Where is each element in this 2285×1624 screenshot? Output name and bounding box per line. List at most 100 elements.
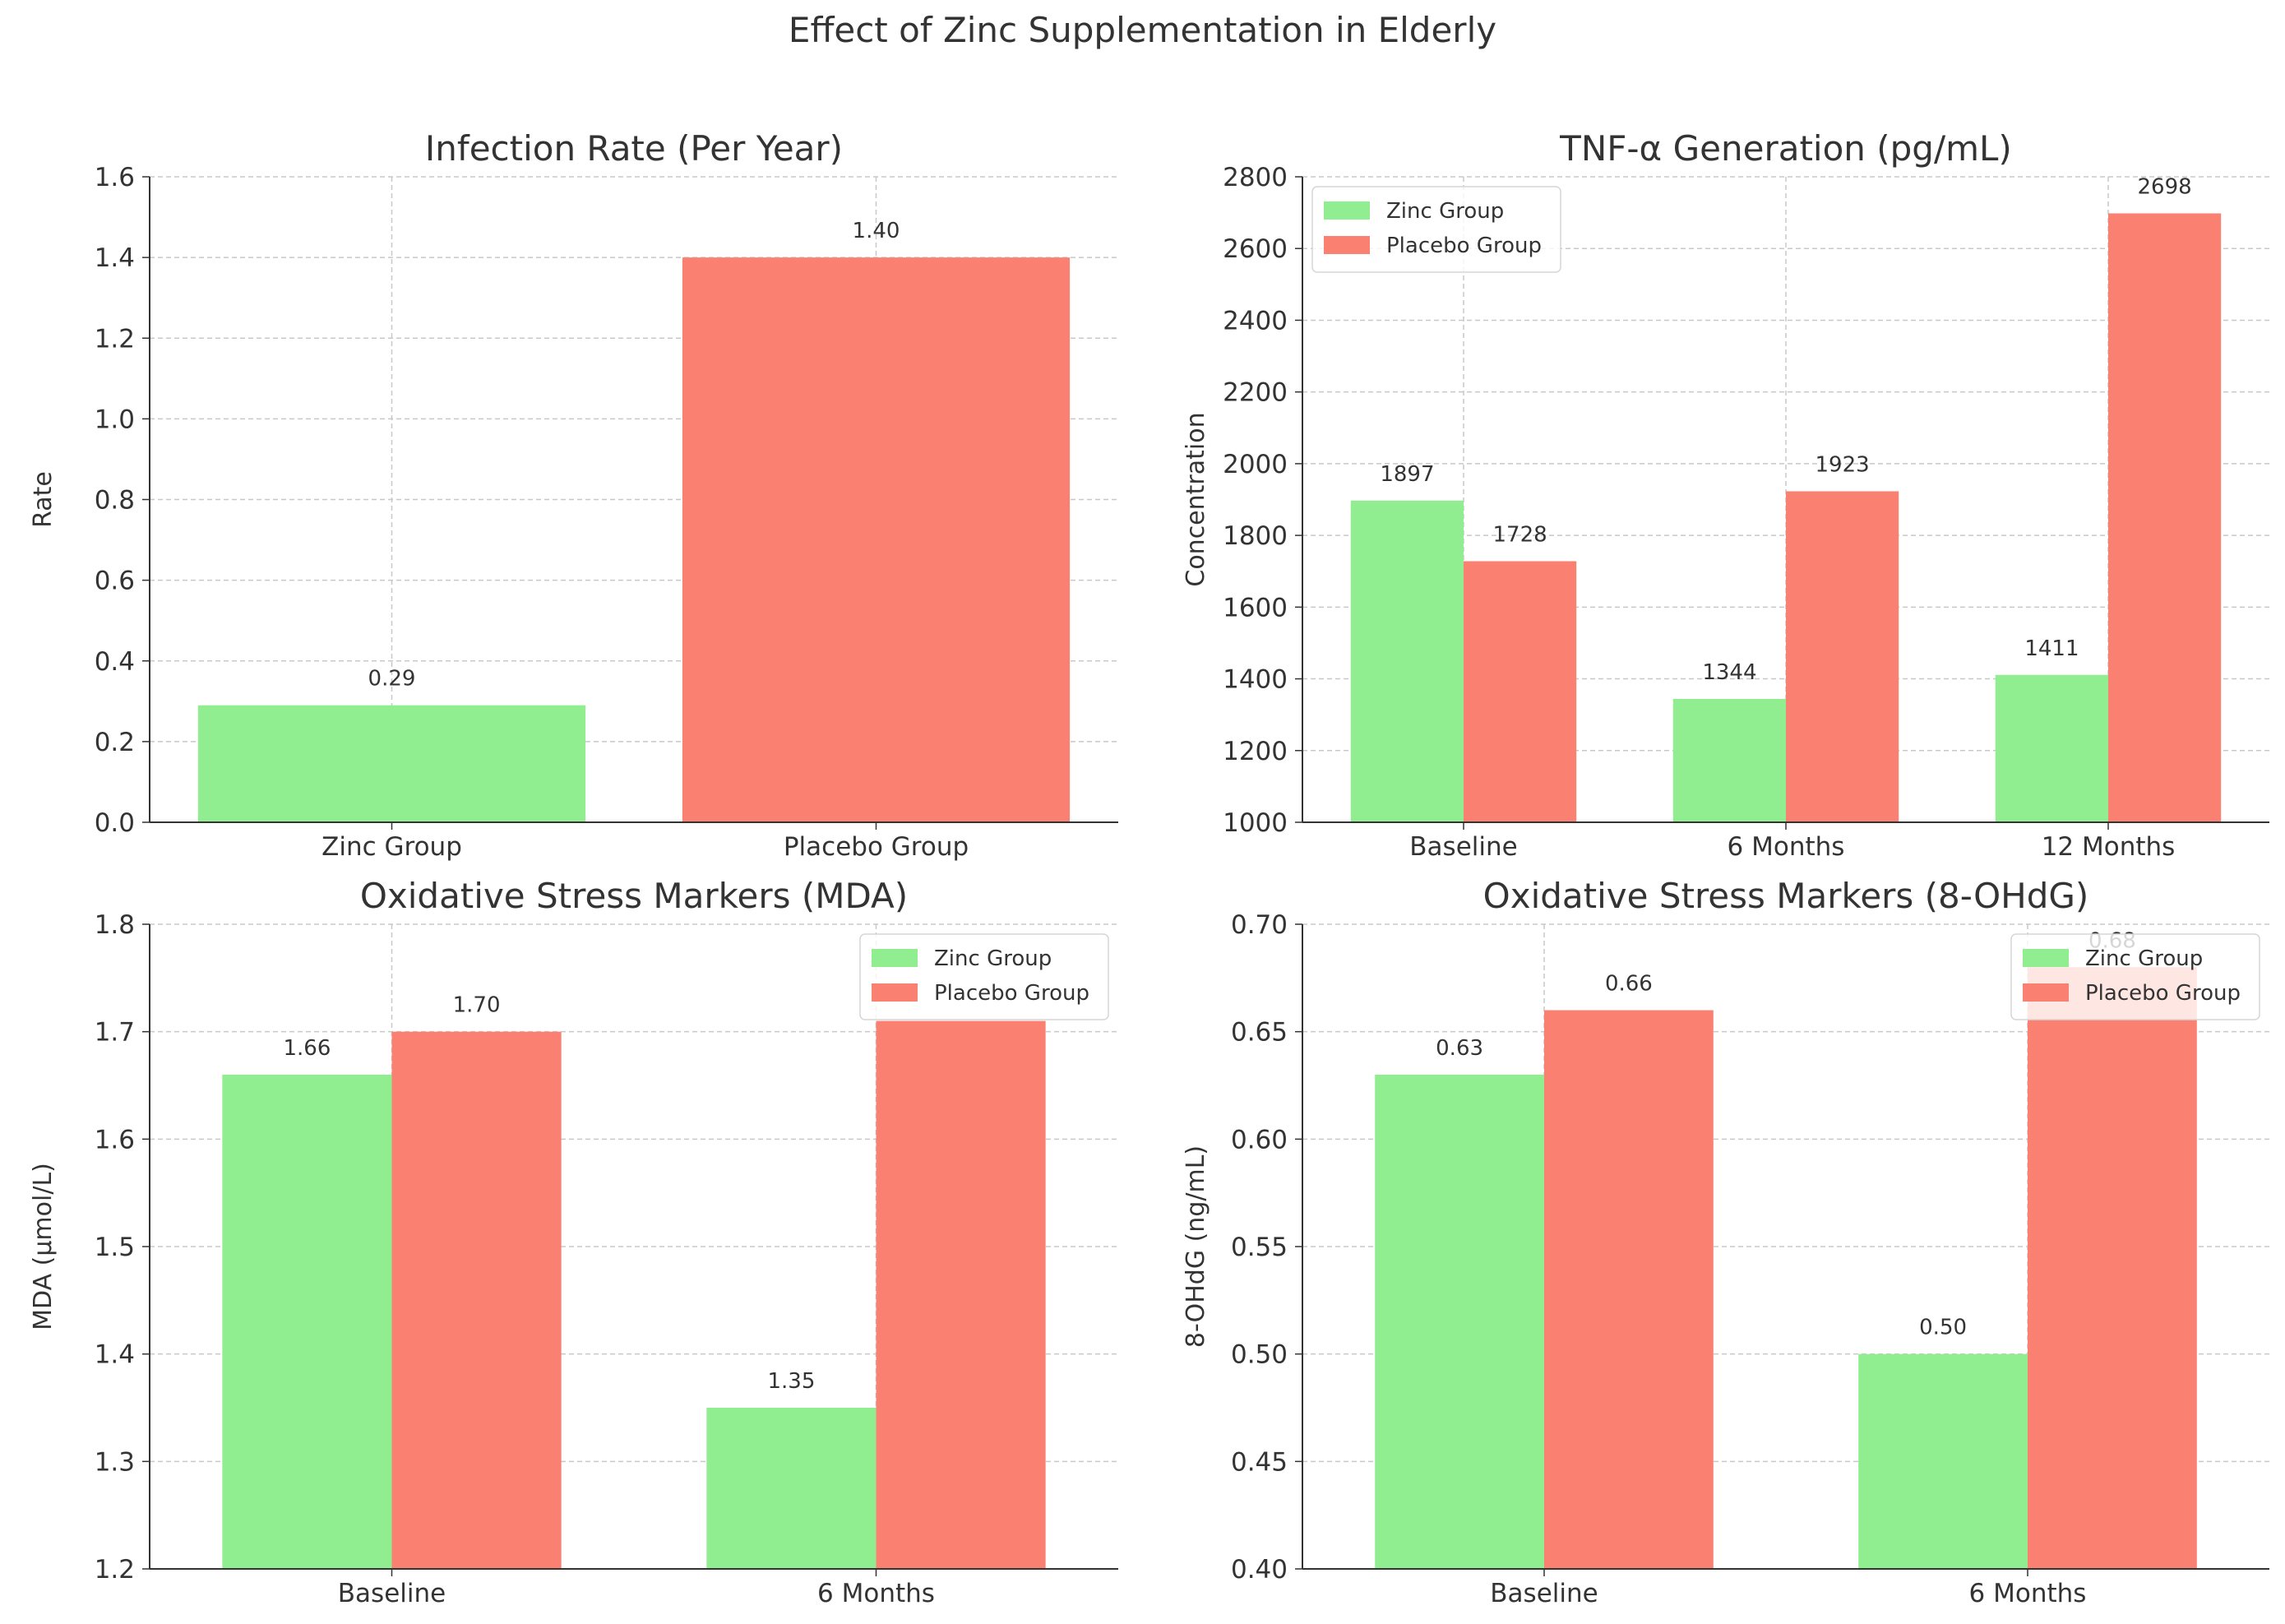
x-tick-label: Baseline: [338, 1579, 446, 1608]
bar-value-label: 1.66: [283, 1036, 331, 1061]
y-axis-label: Rate: [29, 471, 58, 528]
y-tick-label: 0.65: [1231, 1018, 1288, 1048]
legend-box: [2010, 933, 2260, 1020]
x-tick-label: Baseline: [1490, 1579, 1598, 1608]
legend-swatch: [872, 983, 918, 1002]
chart-panel-1: 0.0 0.2 0.4 0.6 0.8 1.0 1.2 1.4 1.6 0.29 1.40 Zinc …: [29, 128, 1118, 862]
bar-placebo-group-3: [2108, 213, 2222, 822]
y-tick-label: 0.40: [1231, 1555, 1288, 1585]
chart-panel-4: 0.40 0.45 0.50 0.55 0.60 0.65 0.70 0.63 0.50 0.66…: [1182, 876, 2269, 1608]
legend-entry: Zinc Group: [1386, 199, 1504, 224]
y-tick-label: 1400: [1223, 665, 1288, 695]
y-tick-label: 2200: [1223, 378, 1288, 408]
bar-value-label: 0.66: [1605, 972, 1653, 997]
y-tick-label: 0.50: [1231, 1340, 1288, 1370]
legend-entry: Placebo Group: [934, 981, 1089, 1006]
legend: Zinc Group Placebo Group: [859, 933, 1109, 1020]
y-tick-label: 0.2: [95, 728, 135, 757]
legend-box: [1311, 186, 1561, 273]
y-tick-label: 0.0: [95, 808, 135, 838]
bar-zinc-group-2: [1672, 698, 1786, 822]
legend-swatch: [2023, 983, 2069, 1002]
chart-title: Infection Rate (Per Year): [425, 128, 843, 169]
bar-placebo-group-2: [1786, 491, 1899, 822]
x-tick-label: Zinc Group: [321, 832, 462, 862]
bar-value-label: 0.29: [368, 667, 416, 692]
chart-panel-3: 1.2 1.3 1.4 1.5 1.6 1.7 1.8 1.66 1.35 1.70 Baselin…: [29, 876, 1118, 1608]
bar-value-label: 1.70: [453, 993, 501, 1018]
y-tick-label: 1.6: [95, 1125, 135, 1154]
legend: Zinc Group Placebo Group: [2010, 933, 2260, 1020]
y-tick-label: 0.4: [95, 647, 135, 677]
x-tick-label: 6 Months: [1969, 1579, 2087, 1608]
legend-box: [859, 933, 1109, 1020]
y-axis-label: MDA (µmol/L): [29, 1163, 58, 1330]
legend-swatch: [1324, 236, 1370, 254]
y-tick-label: 0.6: [95, 567, 135, 596]
bar-zinc-group-1: [1350, 500, 1464, 822]
bar-zinc-group-3: [1995, 674, 2108, 822]
bar-placebo-group-2: [876, 1020, 1046, 1569]
chart-title: Oxidative Stress Markers (MDA): [360, 876, 908, 916]
y-tick-label: 1800: [1223, 521, 1288, 551]
y-tick-label: 1.6: [95, 163, 135, 192]
y-axis-label: 8-OHdG (ng/mL): [1182, 1145, 1210, 1348]
y-tick-label: 1.0: [95, 405, 135, 434]
bar-placebo-group-1: [1544, 1010, 1714, 1569]
y-tick-label: 1.3: [95, 1447, 135, 1477]
x-tick-label: 12 Months: [2042, 832, 2176, 862]
y-tick-label: 1600: [1223, 593, 1288, 622]
bar-value-label: 0.50: [1919, 1316, 1967, 1340]
legend-swatch: [872, 949, 918, 967]
legend-entry: Placebo Group: [2085, 981, 2241, 1006]
y-tick-label: 0.8: [95, 486, 135, 516]
bar-zinc-group-1: [1375, 1074, 1544, 1569]
bar-zinc-group-1: [222, 1074, 392, 1569]
y-tick-label: 0.55: [1231, 1233, 1288, 1262]
y-tick-label: 2800: [1223, 163, 1288, 192]
bar-value-label: 1728: [1493, 523, 1547, 548]
x-tick-label: 6 Months: [817, 1579, 935, 1608]
y-tick-label: 2000: [1223, 450, 1288, 479]
y-tick-label: 1.5: [95, 1233, 135, 1262]
bar-placebo-group-2: [2028, 967, 2197, 1569]
x-tick-label: 6 Months: [1728, 832, 1845, 862]
y-tick-label: 1.8: [95, 910, 135, 940]
bar-zinc-group-2: [706, 1408, 877, 1569]
bar-placebo-group-1: [1464, 561, 1577, 822]
legend-swatch: [1324, 201, 1370, 220]
legend-entry: Zinc Group: [2085, 946, 2203, 971]
y-tick-label: 1.2: [95, 1555, 135, 1585]
legend-entry: Zinc Group: [934, 946, 1052, 971]
y-tick-label: 1.2: [95, 324, 135, 354]
y-tick-label: 1000: [1223, 808, 1288, 838]
bar-1: [197, 705, 586, 822]
y-tick-label: 2400: [1223, 306, 1288, 335]
y-tick-label: 0.45: [1231, 1447, 1288, 1477]
chart-title: TNF-α Generation (pg/mL): [1559, 128, 2012, 169]
legend-swatch: [2023, 949, 2069, 967]
chart-panel-2: 1000 1200 1400 1600 1800 2000 2200 2400 2600 2800…: [1182, 128, 2269, 862]
bar-2: [682, 257, 1071, 822]
chart-title: Oxidative Stress Markers (8-OHdG): [1483, 876, 2089, 916]
y-tick-label: 2600: [1223, 234, 1288, 264]
y-tick-label: 1.4: [95, 1340, 135, 1370]
bar-value-label: 2698: [2138, 174, 2192, 199]
bar-value-label: 1344: [1702, 660, 1756, 685]
bar-value-label: 1.35: [767, 1369, 815, 1394]
legend: Zinc Group Placebo Group: [1311, 186, 1561, 273]
bar-value-label: 1.40: [853, 219, 900, 243]
x-tick-label: Placebo Group: [784, 832, 969, 862]
bar-value-label: 0.63: [1436, 1036, 1483, 1061]
y-tick-label: 1200: [1223, 737, 1288, 766]
figure-title: Effect of Zinc Supplementation in Elderl…: [788, 10, 1497, 50]
legend-entry: Placebo Group: [1386, 234, 1542, 258]
y-tick-label: 0.70: [1231, 910, 1288, 940]
y-tick-label: 1.7: [95, 1018, 135, 1048]
bar-value-label: 1411: [2024, 636, 2079, 661]
y-tick-label: 0.60: [1231, 1125, 1288, 1154]
y-axis-label: Concentration: [1182, 412, 1210, 586]
bar-value-label: 1897: [1380, 462, 1434, 487]
